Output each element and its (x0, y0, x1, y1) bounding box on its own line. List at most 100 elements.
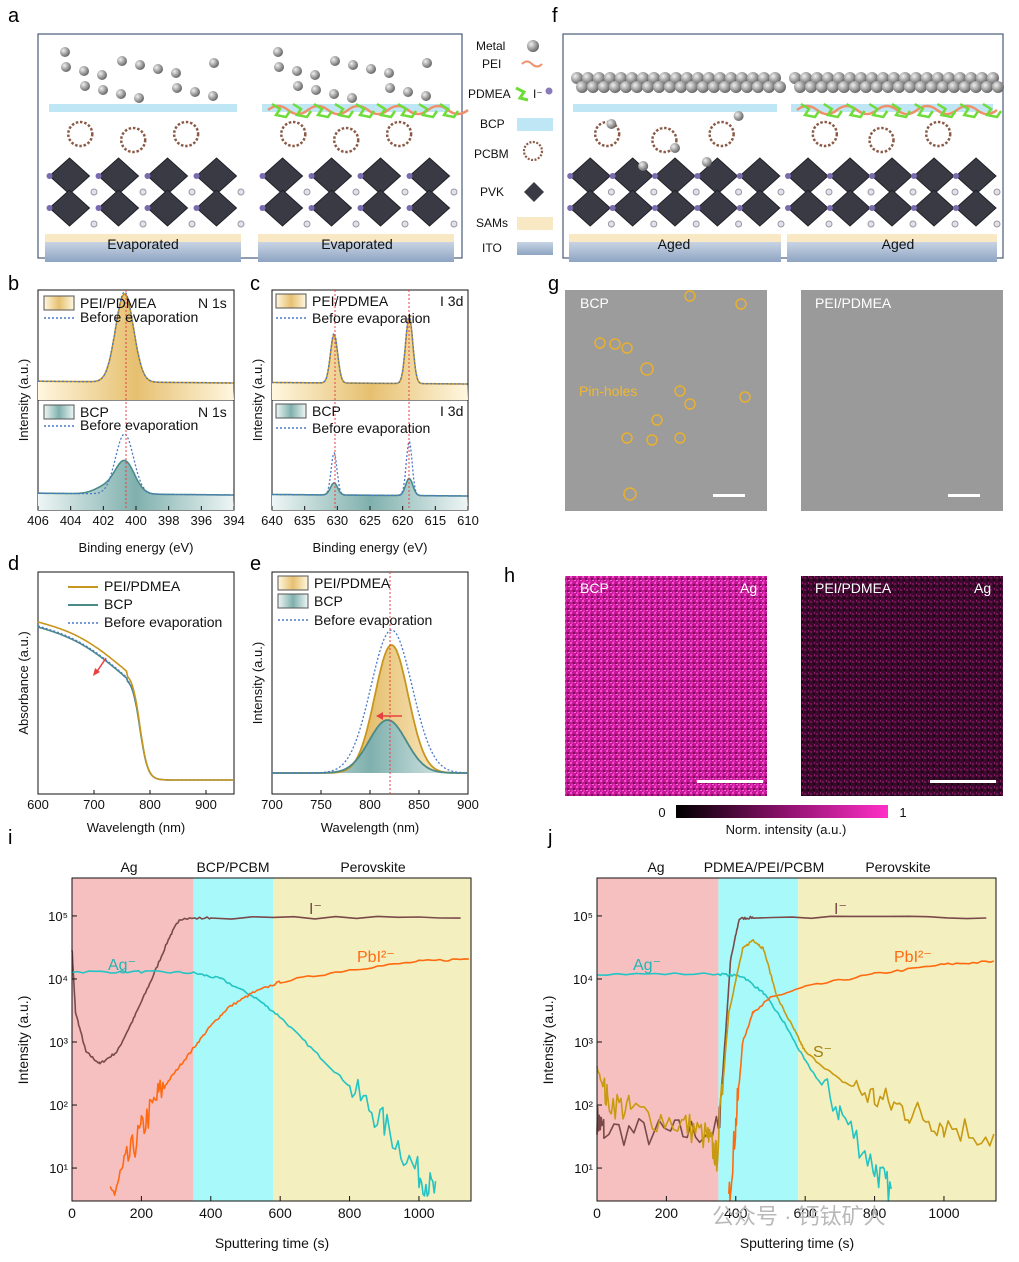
b-x-tick-label: 404 (60, 513, 82, 528)
legend-bcp: BCP (480, 117, 505, 131)
g-label-right: PEI/PDMEA (815, 295, 892, 311)
i-x-tick-label: 800 (338, 1205, 362, 1221)
panel-letter-e: e (250, 553, 261, 575)
d-xlabel: Wavelength (nm) (87, 820, 186, 835)
b-bot-legend-2: Before evaporation (80, 417, 198, 433)
c-bot-legend-2: Before evaporation (312, 420, 430, 436)
panel-letter-c: c (250, 273, 260, 295)
d-x-tick-label: 700 (83, 797, 105, 812)
i-series-line (109, 958, 469, 1196)
j-y-tick-label: 10³ (574, 1035, 593, 1050)
schematic-legend: Metal PEI PDMEA I⁻ BCP PCBM PVK SAMs ITO (468, 39, 553, 255)
i-x-tick-label: 1000 (403, 1205, 434, 1221)
j-y-tick-label: 10¹ (574, 1161, 593, 1176)
b-x-tick-label: 396 (190, 513, 212, 528)
c-bot-legend-1: BCP (312, 403, 341, 419)
bcp-layer (573, 104, 777, 112)
bcp-layer (262, 104, 450, 112)
legend-metal: Metal (476, 39, 505, 53)
legend-pvk: PVK (480, 185, 504, 199)
h-cbar-min: 0 (658, 805, 665, 820)
j-y-tick-label: 10² (574, 1098, 593, 1113)
h-element-left: Ag (740, 580, 757, 596)
pinhole-marker (621, 432, 633, 444)
legend-iodide: I⁻ (533, 87, 543, 101)
d-ylabel: Absorbance (a.u.) (16, 631, 31, 734)
e-x-tick-label: 800 (359, 797, 381, 812)
d-x-tick-label: 900 (195, 797, 217, 812)
e-line-before (272, 629, 469, 774)
pinhole-marker (646, 434, 658, 446)
h-cbar-label: Norm. intensity (a.u.) (726, 822, 847, 837)
i-x-tick-label: 0 (68, 1205, 76, 1221)
panel-letter-j: j (547, 827, 552, 849)
panel-letter-h: h (504, 565, 515, 587)
b-line-before-bot (38, 433, 234, 496)
j-label-s: S⁻ (813, 1044, 832, 1061)
g-pinholes-label: Pin-holes (579, 383, 637, 399)
i-region-band (193, 878, 274, 1201)
b-line-before-top (38, 291, 234, 384)
b-top-tag: N 1s (198, 295, 227, 311)
i-label-pbi: PbI²⁻ (357, 949, 395, 966)
pinhole-marker (640, 362, 654, 376)
b-x-tick-label: 406 (27, 513, 49, 528)
g-label-left: BCP (580, 295, 609, 311)
c-top-tag: I 3d (440, 293, 463, 309)
b-fill-bcp (38, 460, 234, 510)
legend-ito: ITO (482, 241, 502, 255)
j-y-tick-label: 10⁴ (573, 972, 593, 987)
j-series-line (596, 972, 892, 1202)
j-ylabel: Intensity (a.u.) (540, 996, 556, 1085)
panel-letter-i: i (8, 827, 12, 849)
e-x-tick-label: 700 (261, 797, 283, 812)
i-label-iodide: I⁻ (309, 901, 322, 918)
j-region-ag: Ag (647, 859, 664, 875)
panel-letter-b: b (8, 273, 19, 295)
j-x-tick-label: 400 (724, 1205, 748, 1221)
j-y-tick-label: 10⁵ (573, 909, 593, 924)
e-fill-bcp (272, 720, 468, 773)
b-x-tick-label: 394 (223, 513, 245, 528)
j-x-tick-label: 1000 (928, 1205, 959, 1221)
legend-sams: SAMs (476, 216, 508, 230)
absorbance-chart-d: PEI/PDMEA BCP Before evaporation 600 700 8… (16, 571, 235, 835)
b-x-tick-label: 400 (125, 513, 147, 528)
schematic-f: Aged Aged (562, 33, 1004, 262)
c-x-tick-label: 635 (294, 513, 316, 528)
pinhole-marker (594, 337, 606, 349)
i-region-band (273, 878, 471, 1201)
j-series-line (596, 938, 995, 1172)
i-ylabel: Intensity (a.u.) (15, 996, 31, 1085)
d-legend-1: PEI/PDMEA (104, 578, 181, 594)
panel-letter-g: g (548, 273, 559, 295)
i-x-tick-label: 600 (268, 1205, 292, 1221)
e-x-tick-label: 850 (408, 797, 430, 812)
c-ylabel: Intensity (a.u.) (250, 359, 265, 441)
c-x-tick-label: 620 (392, 513, 414, 528)
i-region-pvk: Perovskite (340, 859, 406, 875)
c-line-pei (272, 316, 468, 385)
c-x-tick-label: 630 (326, 513, 348, 528)
j-region-band (798, 878, 996, 1201)
pinhole-marker (623, 487, 637, 501)
e-x-tick-label: 900 (457, 797, 479, 812)
j-label-pbi: PbI²⁻ (894, 949, 932, 966)
e-legend-2: BCP (314, 593, 343, 609)
pei-layer (267, 104, 469, 116)
schematic-a: Evaporated Evaporated (37, 33, 469, 262)
h-cbar-max: 1 (899, 805, 906, 820)
d-legend-2: BCP (104, 596, 133, 612)
i-y-tick-label: 10⁵ (48, 909, 68, 924)
f-label-right: Aged (882, 236, 915, 252)
b-top-legend-2: Before evaporation (80, 309, 198, 325)
i-region-mid: BCP/PCBM (196, 859, 269, 875)
i-series-line (71, 969, 437, 1197)
i-region-ag: Ag (120, 859, 137, 875)
c-x-tick-label: 640 (261, 513, 283, 528)
pinhole-marker (651, 414, 663, 426)
pinhole-marker (609, 338, 621, 350)
e-legend-1: PEI/PDMEA (314, 575, 391, 591)
a-label-right: Evaporated (321, 236, 393, 252)
i-y-tick-label: 10³ (49, 1035, 68, 1050)
